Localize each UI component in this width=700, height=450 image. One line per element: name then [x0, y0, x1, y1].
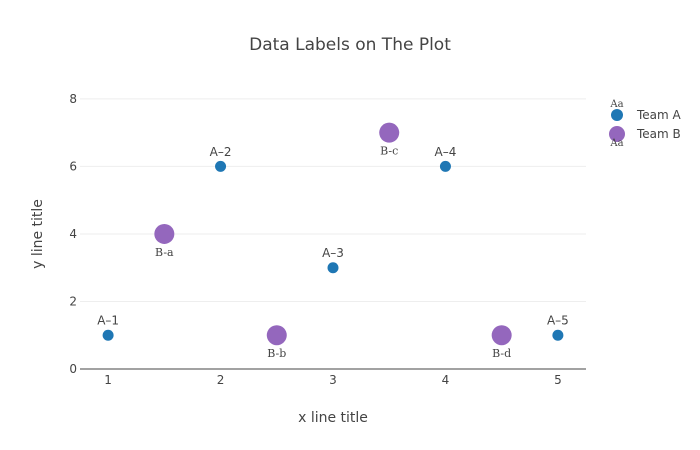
legend[interactable]: Aa Team A Team B Aa [609, 99, 682, 149]
y-axis-title: y line title [30, 199, 46, 269]
x-tick-label: 5 [554, 373, 562, 387]
team-a-data-label: A–3 [322, 246, 344, 260]
y-tick-label: 6 [69, 159, 77, 173]
team-a-legend-label[interactable]: Team A [636, 108, 682, 122]
team-a-point[interactable] [327, 262, 339, 274]
x-tick-label: 3 [329, 373, 337, 387]
axes: 0 2 4 6 8 1 2 3 4 5 [69, 92, 586, 387]
data-points [102, 122, 564, 346]
team-a-data-label: A–4 [435, 145, 457, 159]
chart-title: Data Labels on The Plot [249, 35, 451, 55]
team-a-point[interactable] [102, 329, 114, 341]
team-a-point[interactable] [552, 329, 564, 341]
team-b-point[interactable] [379, 122, 400, 143]
team-a-point[interactable] [439, 160, 451, 172]
team-a-data-label: A–5 [547, 314, 569, 328]
team-b-data-label: B-d [492, 347, 511, 360]
team-a-data-label: A–1 [97, 314, 119, 328]
team-b-legend-marker[interactable] [609, 126, 625, 142]
x-tick-label: 1 [104, 373, 112, 387]
legend-text-sample: Aa [609, 99, 623, 110]
x-tick-label: 4 [442, 373, 450, 387]
x-tick-label: 2 [217, 373, 225, 387]
team-b-point[interactable] [491, 325, 512, 346]
team-b-data-label: B-b [267, 347, 286, 360]
y-tick-label: 2 [69, 294, 77, 308]
y-tick-label: 0 [69, 362, 77, 376]
team-b-legend-label[interactable]: Team B [636, 127, 681, 141]
data-labels: A–1 A–2 A–3 A–4 A–5 B-a B-b B-c B-d [97, 145, 569, 361]
team-b-data-label: B-c [380, 145, 398, 158]
team-a-data-label: A–2 [210, 145, 232, 159]
team-b-point[interactable] [154, 223, 175, 244]
team-b-data-label: B-a [155, 246, 174, 259]
team-b-point[interactable] [266, 325, 287, 346]
x-axis-title: x line title [298, 410, 368, 426]
y-tick-label: 4 [69, 227, 77, 241]
legend-text-sample: Aa [609, 138, 623, 149]
team-a-point[interactable] [215, 160, 227, 172]
y-tick-label: 8 [69, 92, 77, 106]
team-a-legend-marker[interactable] [611, 109, 623, 121]
